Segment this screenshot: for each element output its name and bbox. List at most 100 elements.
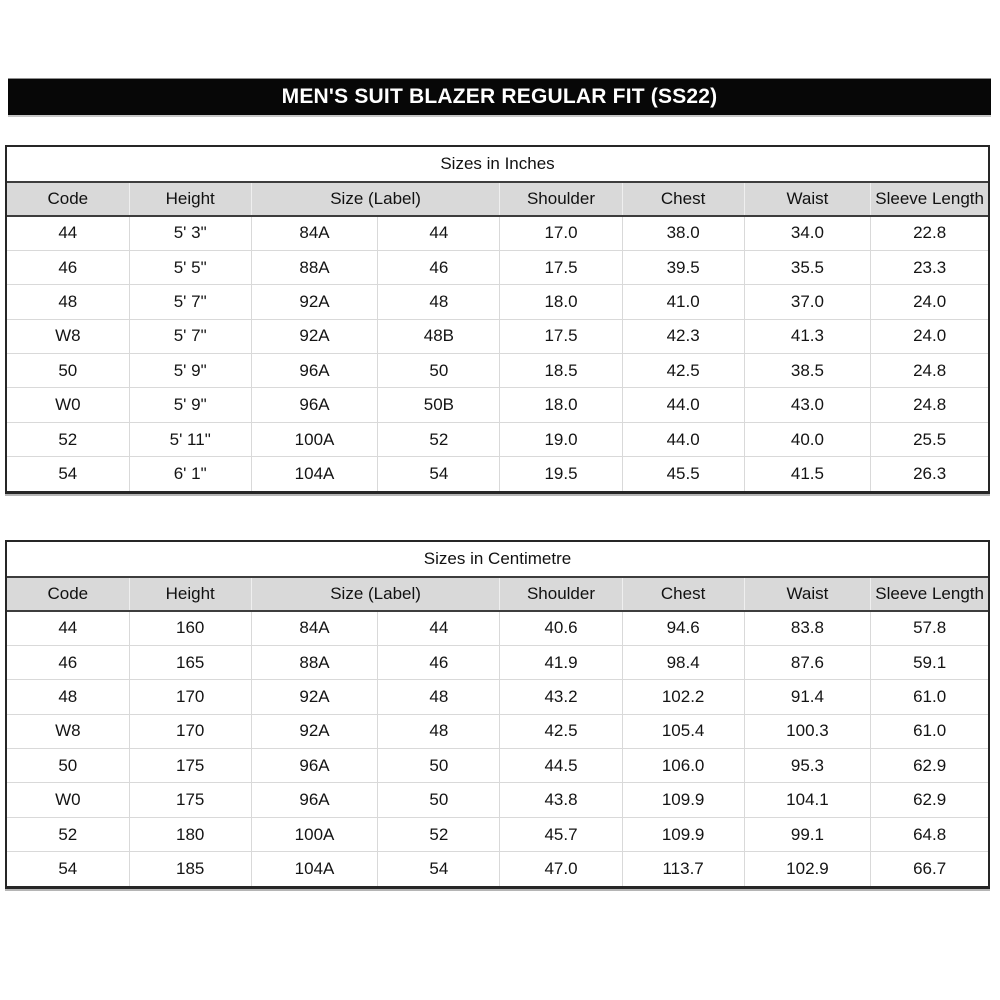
table-cell: 52	[7, 816, 130, 852]
table-caption: Sizes in Centimetre	[7, 542, 988, 578]
column-header-sleeve-length: Sleeve Length	[870, 182, 988, 217]
table-cell: 102.9	[743, 851, 871, 887]
column-header-size-label: Size (Label)	[250, 182, 500, 217]
table-cell: 50	[377, 353, 500, 388]
table-row: 44 5' 3" 84A 44 17.0 38.0 34.0 22.8	[7, 216, 988, 251]
table-cell: 41.5	[743, 456, 871, 492]
table-cell: 92A	[250, 284, 378, 320]
table-row: 46 5' 5" 88A 46 17.5 39.5 35.5 23.3	[7, 249, 988, 285]
table-cell: 43.0	[743, 387, 871, 423]
table-cell: 64.8	[870, 816, 988, 852]
table-cell: 99.1	[743, 816, 871, 852]
table-cell: 42.5	[499, 713, 623, 749]
table-cell: 19.0	[499, 421, 623, 457]
table-row: W0 5' 9" 96A 50B 18.0 44.0 43.0 24.8	[7, 387, 988, 423]
table-cell: 5' 7"	[128, 284, 252, 320]
table-cell: 40.0	[743, 421, 871, 457]
table-cell: 185	[128, 851, 252, 887]
column-header-chest: Chest	[621, 182, 745, 217]
table-cell: 26.3	[870, 456, 988, 492]
table-cell: 43.8	[499, 782, 623, 818]
table-row: W0 175 96A 50 43.8 109.9 104.1 62.9	[7, 782, 988, 818]
table-cell: 5' 5"	[128, 249, 252, 285]
table-cell: 44.5	[499, 748, 623, 783]
table-cell: 83.8	[743, 611, 871, 646]
table-cell: 88A	[250, 644, 378, 680]
table-cell: 96A	[250, 748, 378, 783]
table-cell: W8	[7, 318, 130, 354]
table-cell: 104A	[250, 851, 378, 887]
table-cell: 40.6	[499, 611, 623, 646]
table-cell: 23.3	[870, 249, 988, 285]
table-cell: 24.8	[870, 353, 988, 388]
table-row: W8 5' 7" 92A 48B 17.5 42.3 41.3 24.0	[7, 318, 988, 354]
column-header-code: Code	[7, 182, 130, 217]
table-row: 48 5' 7" 92A 48 18.0 41.0 37.0 24.0	[7, 284, 988, 320]
table-cell: 6' 1"	[128, 456, 252, 492]
table-cell: 22.8	[870, 216, 988, 251]
table-row: 54 6' 1" 104A 54 19.5 45.5 41.5 26.3	[7, 456, 988, 492]
table-cell: 47.0	[499, 851, 623, 887]
table-cell: 113.7	[621, 851, 745, 887]
table-cell: 100.3	[743, 713, 871, 749]
table-cell: 96A	[250, 353, 378, 388]
table-cell: 54	[377, 456, 500, 492]
table-cell: W0	[7, 387, 130, 423]
table-cell: 61.0	[870, 713, 988, 749]
table-cell: 50	[7, 353, 130, 388]
table-cell: 24.0	[870, 284, 988, 320]
table-cell: 98.4	[621, 644, 745, 680]
table-row: 52 5' 11" 100A 52 19.0 44.0 40.0 25.5	[7, 421, 988, 457]
table-row: 48 170 92A 48 43.2 102.2 91.4 61.0	[7, 679, 988, 715]
table-row: 46 165 88A 46 41.9 98.4 87.6 59.1	[7, 644, 988, 680]
table-cell: 84A	[250, 611, 378, 646]
table-cell: 61.0	[870, 679, 988, 715]
table-cell: 106.0	[621, 748, 745, 783]
column-header-waist: Waist	[743, 577, 871, 612]
table-cell: 109.9	[621, 816, 745, 852]
column-header-code: Code	[7, 577, 130, 612]
centimetre-table-body: 44 160 84A 44 40.6 94.6 83.8 57.8 46 165 88A 46 41.9…	[7, 611, 988, 887]
table-cell: 42.3	[621, 318, 745, 354]
table-cell: 24.8	[870, 387, 988, 423]
table-cell: 88A	[250, 249, 378, 285]
table-row: 50 5' 9" 96A 50 18.5 42.5 38.5 24.8	[7, 353, 988, 388]
column-header-shoulder: Shoulder	[499, 577, 623, 612]
table-cell: 5' 11"	[128, 421, 252, 457]
table-header-row: Code Height Size (Label) Shoulder Chest …	[7, 577, 988, 612]
table-cell: 25.5	[870, 421, 988, 457]
inches-table-body: 44 5' 3" 84A 44 17.0 38.0 34.0 22.8 46 5' 5" 88A 46…	[7, 216, 988, 492]
column-header-sleeve-length: Sleeve Length	[870, 577, 988, 612]
table-row: 52 180 100A 52 45.7 109.9 99.1 64.8	[7, 816, 988, 852]
table-cell: 48	[377, 713, 500, 749]
table-cell: 37.0	[743, 284, 871, 320]
table-cell: 45.5	[621, 456, 745, 492]
table-cell: 96A	[250, 782, 378, 818]
table-cell: 57.8	[870, 611, 988, 646]
table-cell: 44.0	[621, 387, 745, 423]
table-cell: 59.1	[870, 644, 988, 680]
table-cell: 48B	[377, 318, 500, 354]
table-cell: 160	[128, 611, 252, 646]
column-header-waist: Waist	[743, 182, 871, 217]
table-cell: 62.9	[870, 748, 988, 783]
table-cell: 48	[377, 679, 500, 715]
table-cell: 102.2	[621, 679, 745, 715]
table-cell: 42.5	[621, 353, 745, 388]
column-header-height: Height	[128, 577, 252, 612]
table-cell: 95.3	[743, 748, 871, 783]
sizes-in-inches-table: Sizes in Inches Code Height Size (Label)…	[5, 145, 990, 495]
table-cell: 46	[377, 644, 500, 680]
table-cell: 48	[7, 679, 130, 715]
table-cell: 5' 9"	[128, 353, 252, 388]
table-cell: 54	[7, 456, 130, 492]
table-cell: 17.5	[499, 318, 623, 354]
sizes-in-centimetre-table: Sizes in Centimetre Code Height Size (La…	[5, 540, 990, 890]
column-header-size-label: Size (Label)	[250, 577, 500, 612]
table-cell: 100A	[250, 421, 378, 457]
table-cell: 170	[128, 713, 252, 749]
table-cell: 92A	[250, 318, 378, 354]
table-cell: 96A	[250, 387, 378, 423]
table-cell: 46	[377, 249, 500, 285]
